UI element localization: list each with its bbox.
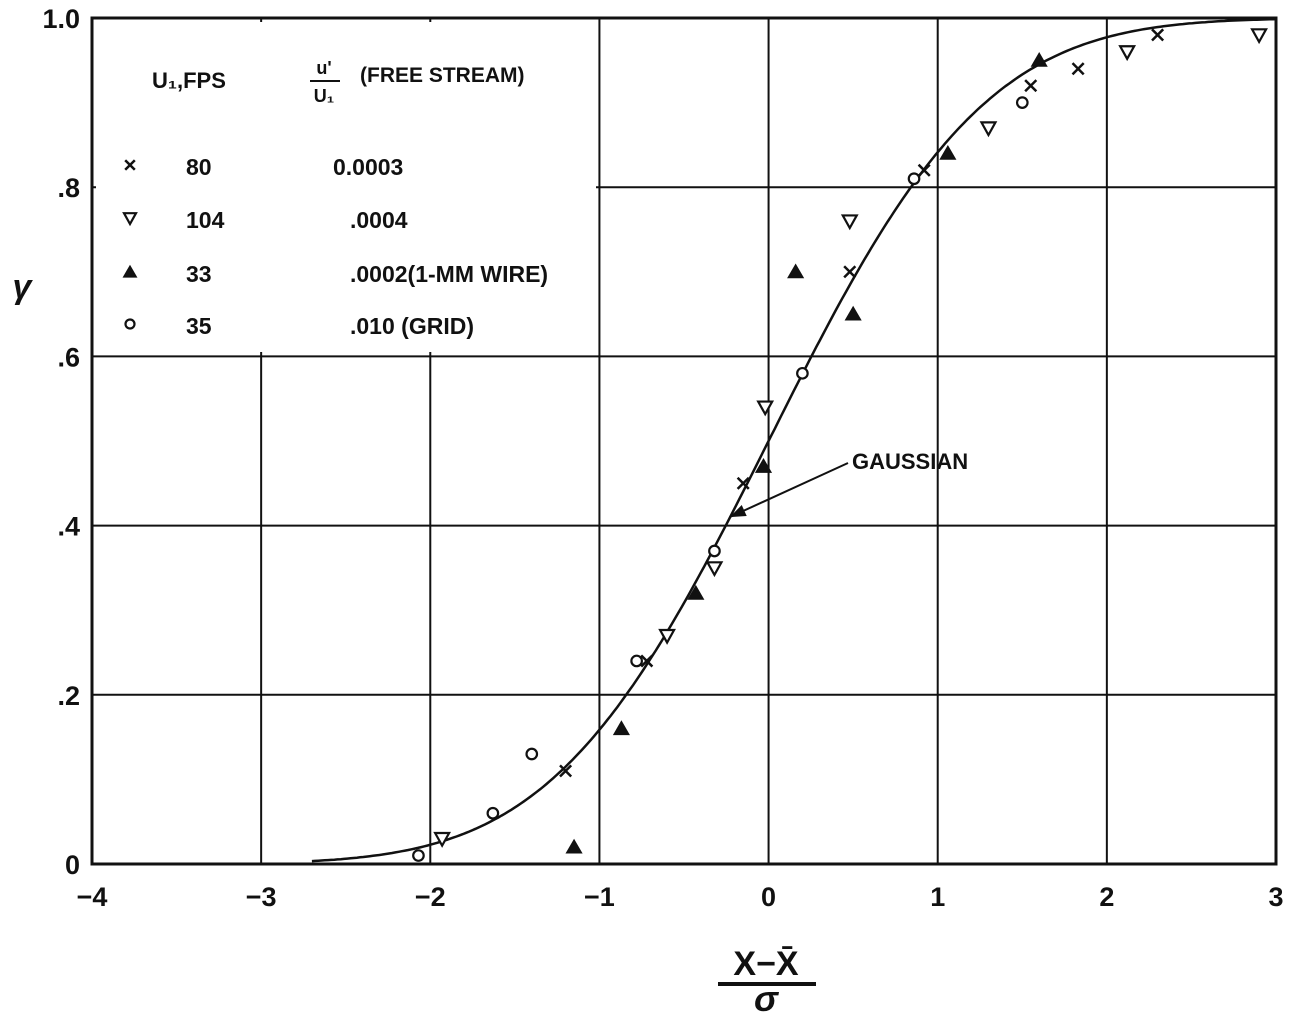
legend-speed-label: 104: [186, 207, 225, 233]
y-tick-label: .4: [57, 512, 80, 542]
gaussian-annotation: GAUSSIAN: [729, 449, 968, 519]
data-point-x-7: [1151, 28, 1165, 42]
x-tick-label: −2: [415, 882, 446, 912]
data-point-triangle-up-filled-2: [687, 584, 705, 600]
data-point-triangle-up-filled-7: [1030, 51, 1048, 67]
data-point-circle-open-5: [796, 366, 809, 380]
legend-rows: 80 0.0003 104 .0004 33 .0002(1-MM WIRE) 35 .010…: [122, 154, 548, 339]
data-point-x-5: [1024, 79, 1038, 93]
x-axis-label-numerator: X−X̄: [733, 945, 799, 983]
legend-marker-x: [124, 159, 136, 171]
x-axis-label: X−X̄ σ: [718, 945, 816, 1013]
legend-header-intensity: (FREE STREAM): [360, 64, 525, 87]
legend-header-speed: U₁,FPS: [152, 68, 226, 93]
data-point-triangle-down-open-6: [1118, 45, 1137, 62]
legend: U₁,FPS u' U₁ (FREE STREAM) 80 0.0003 104 .0…: [96, 22, 596, 352]
data-points: [412, 28, 1268, 862]
x-tick-label: −4: [77, 882, 108, 912]
legend-marker-circle-open: [124, 318, 136, 330]
y-tick-label: .8: [57, 173, 80, 203]
legend-speed-label: 35: [186, 313, 212, 339]
y-tick-label: .6: [57, 342, 80, 372]
x-tick-label: 0: [761, 882, 776, 912]
data-point-triangle-down-open-2: [705, 561, 724, 578]
legend-marker-triangle-down-open: [122, 212, 138, 227]
data-point-triangle-up-filled-4: [787, 263, 805, 279]
data-point-x-1: [640, 654, 654, 668]
legend-marker-triangle-up-filled: [122, 264, 138, 278]
legend-intensity-label: .010 (GRID): [350, 313, 474, 339]
data-point-circle-open-2: [525, 747, 539, 761]
y-tick-label: 1.0: [42, 4, 80, 34]
data-point-x-4: [917, 163, 931, 177]
data-point-triangle-down-open-7: [1250, 28, 1268, 45]
data-point-triangle-down-open-1: [658, 628, 676, 645]
data-point-x-0: [559, 764, 573, 778]
gaussian-curve: [311, 17, 1277, 863]
x-axis-label-denominator: σ: [754, 978, 780, 1013]
data-point-triangle-up-filled-3: [754, 458, 773, 473]
plot-frame: [90, 16, 1278, 866]
data-point-circle-open-1: [486, 806, 500, 820]
gaussian-annotation-arrowhead: [729, 505, 747, 518]
y-tick-label: 0: [65, 850, 80, 880]
y-tick-label: .2: [57, 681, 80, 711]
legend-header-fraction-denominator: U₁: [314, 86, 334, 106]
x-tick-label: 3: [1268, 882, 1283, 912]
x-tick-label: −1: [584, 882, 615, 912]
gaussian-annotation-label: GAUSSIAN: [852, 449, 968, 474]
data-point-triangle-up-filled-0: [565, 838, 583, 854]
gaussian-annotation-arrow: [729, 462, 849, 519]
data-point-triangle-down-open-5: [979, 121, 998, 138]
data-point-triangle-down-open-0: [433, 831, 451, 848]
data-point-circle-open-7: [1015, 96, 1029, 109]
legend-intensity-label: 0.0003: [333, 154, 403, 180]
data-point-triangle-down-open-4: [840, 214, 859, 231]
legend-header-fraction-numerator: u': [316, 58, 331, 78]
data-point-triangle-down-open-3: [756, 400, 775, 417]
data-point-circle-open-3: [630, 654, 643, 668]
data-point-x-3: [843, 265, 857, 279]
data-point-x-6: [1071, 62, 1085, 76]
y-axis-label: γ: [13, 268, 34, 306]
data-point-triangle-up-filled-5: [844, 305, 862, 321]
legend-speed-label: 33: [186, 261, 212, 287]
data-point-triangle-up-filled-1: [612, 720, 630, 736]
data-point-x-2: [736, 476, 750, 490]
data-point-circle-open-4: [708, 544, 721, 558]
gaussian-curve-layer: [311, 17, 1277, 863]
x-tick-label: 2: [1099, 882, 1114, 912]
legend-speed-label: 80: [186, 154, 212, 180]
data-point-circle-open-6: [907, 172, 921, 186]
legend-intensity-label: .0002(1-MM WIRE): [350, 261, 548, 287]
data-point-circle-open-0: [412, 849, 425, 862]
x-tick-label: −3: [246, 882, 277, 912]
data-point-triangle-up-filled-6: [939, 145, 957, 160]
legend-intensity-label: .0004: [350, 207, 408, 233]
x-tick-label: 1: [930, 882, 945, 912]
tick-labels: −4 −3 −2 −1 0 1 2 3 0 .2 .4 .6 .8 1.0: [42, 4, 1283, 912]
